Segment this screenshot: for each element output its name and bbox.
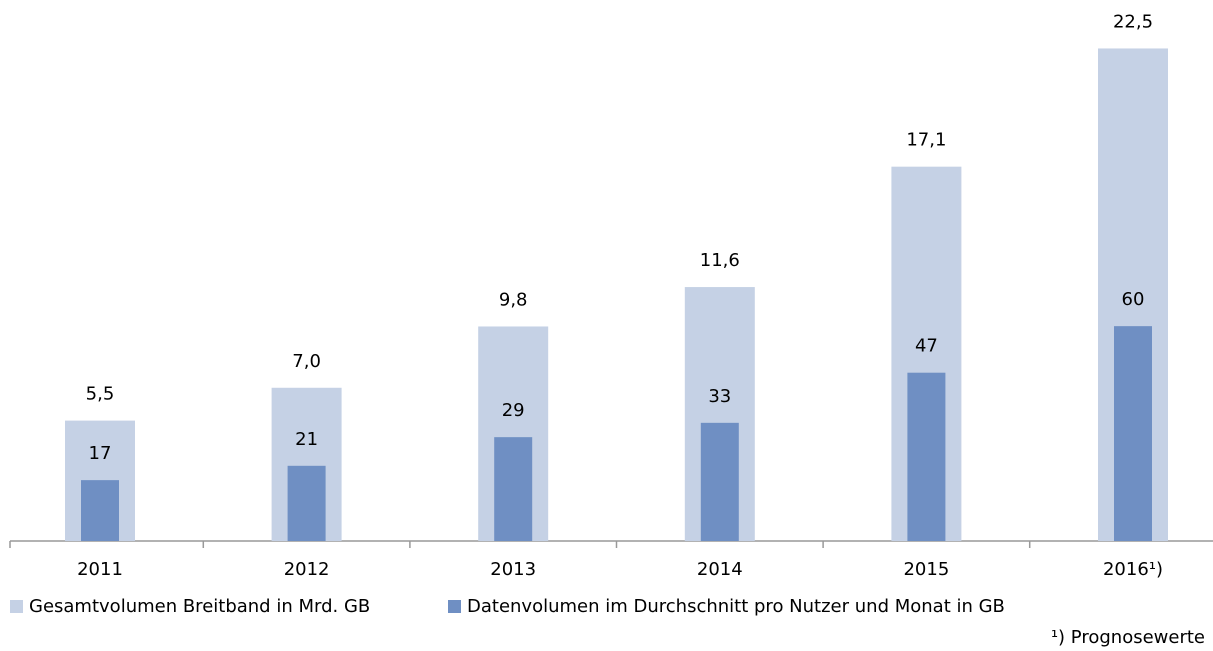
bar bbox=[494, 437, 533, 541]
data-label: 33 bbox=[708, 386, 731, 407]
legend-label: Datenvolumen im Durchschnitt pro Nutzer … bbox=[467, 596, 1005, 617]
legend-swatch bbox=[10, 600, 23, 613]
x-tick-label: 2015 bbox=[903, 559, 949, 580]
data-label: 7,0 bbox=[292, 351, 321, 372]
data-label: 29 bbox=[502, 400, 525, 421]
data-label: 60 bbox=[1122, 289, 1145, 310]
bar bbox=[287, 465, 326, 541]
data-label: 9,8 bbox=[499, 289, 528, 310]
x-tick-label: 2016¹) bbox=[1103, 559, 1163, 580]
bar bbox=[1114, 326, 1152, 541]
x-tick-label: 2014 bbox=[697, 559, 743, 580]
bar bbox=[907, 372, 946, 541]
bar bbox=[81, 480, 119, 541]
legend-swatch bbox=[448, 600, 461, 613]
data-label: 5,5 bbox=[86, 384, 115, 405]
data-label: 21 bbox=[295, 429, 318, 450]
x-tick-label: 2013 bbox=[490, 559, 536, 580]
footnote: ¹) Prognosewerte bbox=[1051, 627, 1205, 648]
data-label: 22,5 bbox=[1113, 11, 1153, 32]
data-label: 11,6 bbox=[700, 250, 740, 271]
data-label: 17 bbox=[89, 443, 112, 464]
x-tick-label: 2011 bbox=[77, 559, 123, 580]
legend-label: Gesamtvolumen Breitband in Mrd. GB bbox=[29, 596, 370, 617]
x-tick-label: 2012 bbox=[284, 559, 330, 580]
bar bbox=[700, 422, 739, 541]
data-label: 17,1 bbox=[906, 130, 946, 151]
data-label: 47 bbox=[915, 336, 938, 357]
